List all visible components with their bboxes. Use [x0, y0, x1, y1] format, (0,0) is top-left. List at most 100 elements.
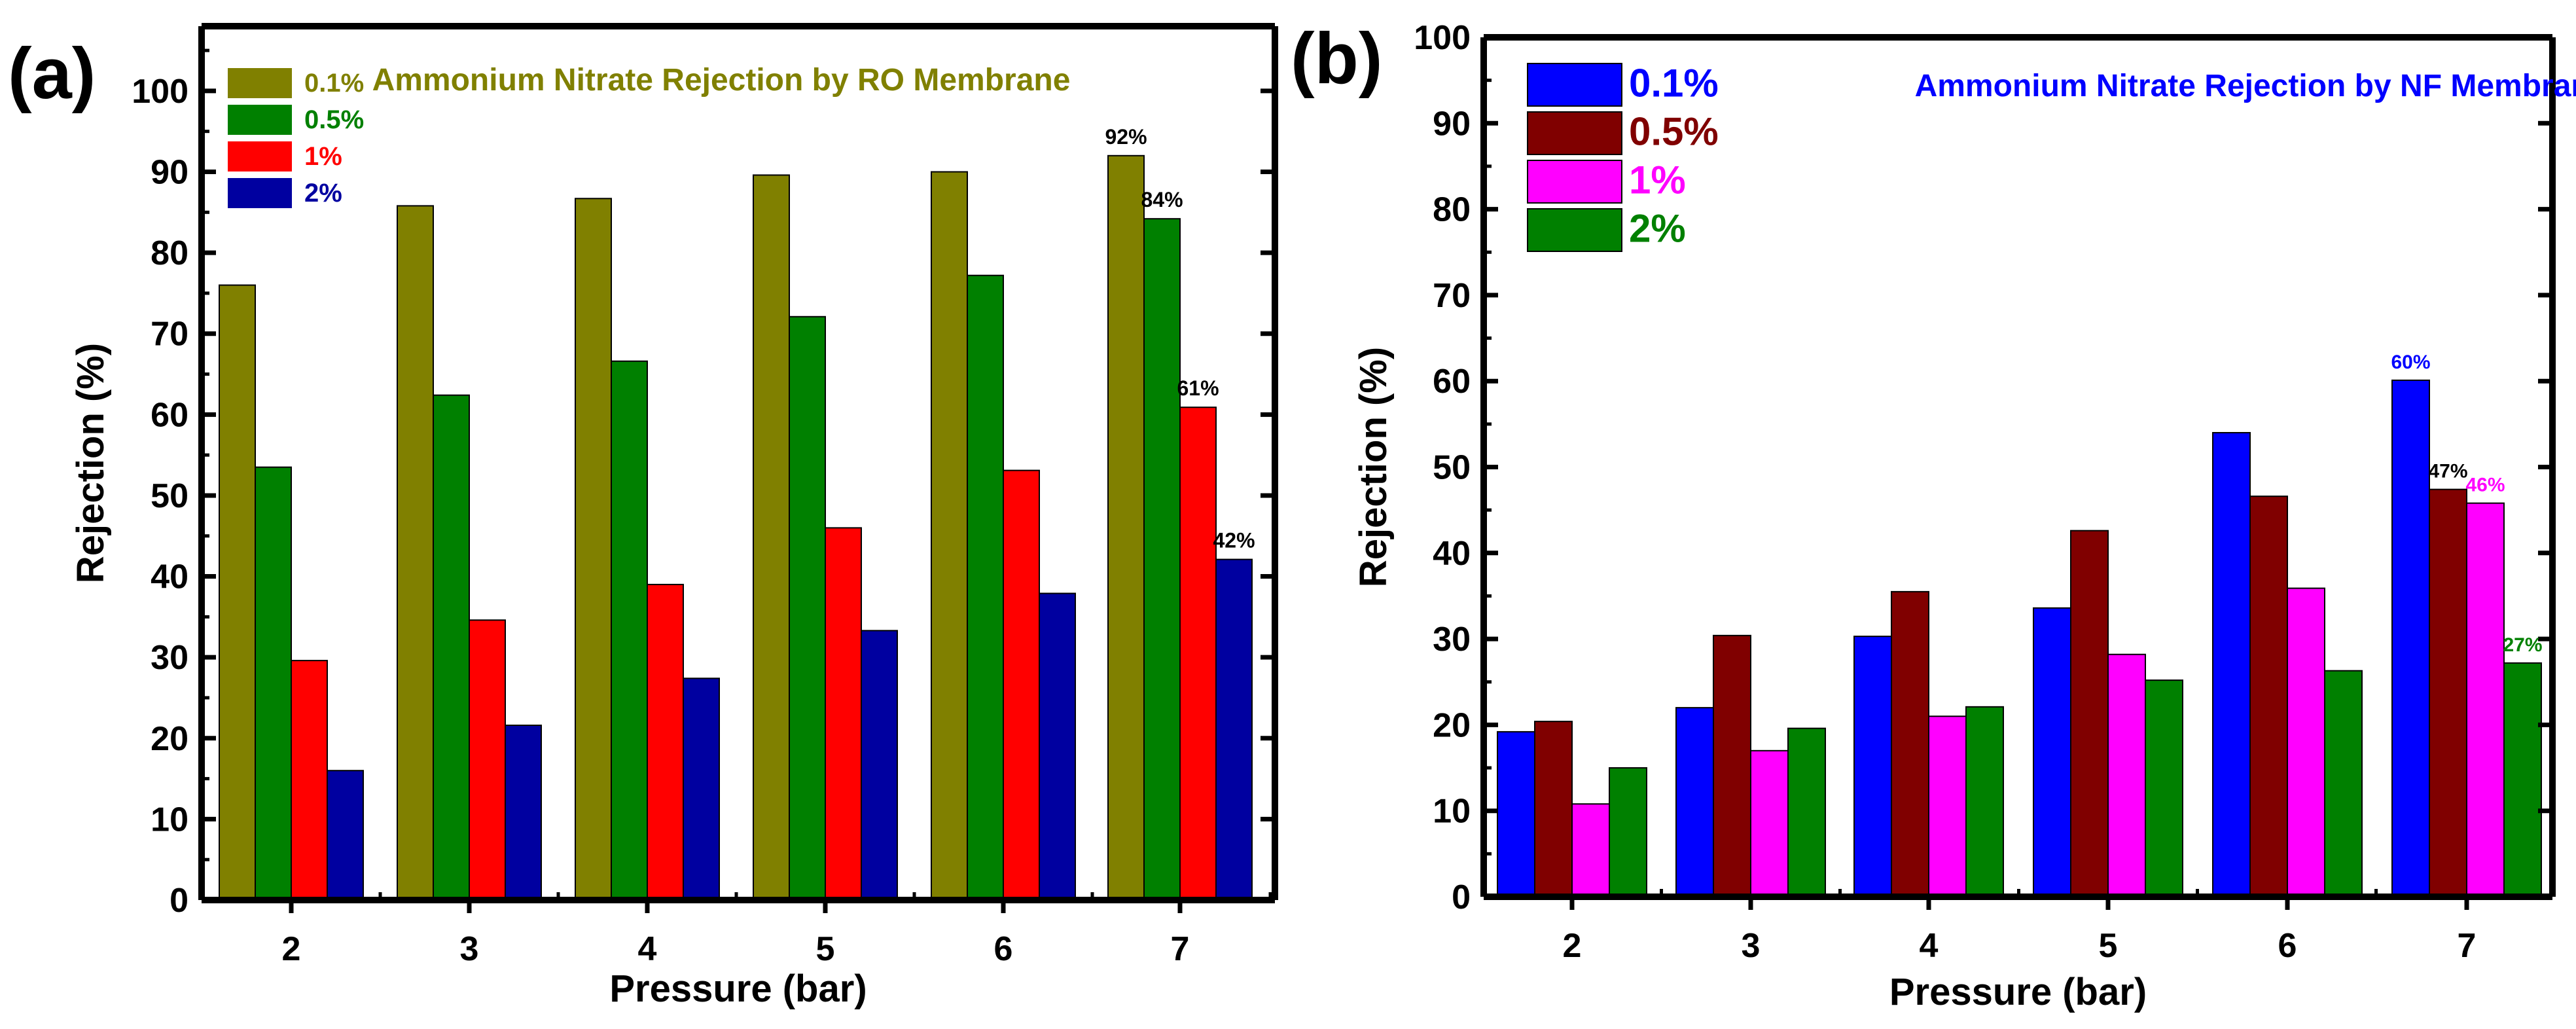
bar-0_1pct-p5: [753, 174, 790, 901]
y-tick-label: 100: [132, 73, 188, 111]
y-tick-label: 70: [151, 316, 188, 353]
bar-2pct-p4: [1965, 706, 2004, 898]
legend-label: 1%: [304, 142, 342, 171]
legend-swatch: [228, 141, 292, 172]
legend-swatch: [1527, 63, 1622, 107]
bar-2pct-p6: [2324, 670, 2363, 898]
bar-0_5pct-p6: [967, 274, 1004, 901]
bar-0_1pct-p6: [931, 171, 968, 901]
x-tick-label: 3: [1742, 927, 1761, 965]
bar-1pct-p2: [291, 660, 328, 901]
bar-2pct-p2: [1609, 767, 1647, 898]
data-label: 42%: [1213, 529, 1255, 552]
data-label: 46%: [2465, 475, 2505, 496]
y-tick-label: 0: [170, 882, 188, 920]
y-tick-label: 0: [1452, 878, 1471, 916]
y-tick-label: 80: [151, 234, 188, 272]
y-tick-label: 10: [1433, 793, 1471, 831]
bar-1pct-p4: [647, 583, 684, 901]
x-axis-title: Pressure (bar): [609, 967, 867, 1010]
bar-1pct-p5: [825, 527, 862, 901]
legend-swatch: [1527, 111, 1622, 155]
y-tick-label: 30: [151, 639, 188, 677]
bar-0_5pct-p4: [611, 360, 648, 901]
bar-0_5pct-p6: [2249, 496, 2288, 897]
legend-label: 0.1%: [1629, 62, 1719, 105]
bar-1pct-p5: [2107, 653, 2146, 897]
bar-0_5pct-p5: [2070, 530, 2109, 897]
bar-2pct-p5: [861, 630, 898, 901]
bar-0_1pct-p6: [2212, 431, 2251, 897]
legend-label: 2%: [1629, 207, 1686, 251]
data-label: 60%: [2391, 352, 2430, 373]
data-label: 92%: [1105, 125, 1147, 149]
bar-0_5pct-p4: [1891, 590, 1929, 897]
bar-0_1pct-p5: [2033, 607, 2071, 897]
y-tick-label: 70: [1433, 277, 1471, 315]
panel-label: (b): [1291, 18, 1382, 99]
legend-label: 0.5%: [1629, 110, 1719, 154]
x-tick-label: 4: [1920, 927, 1939, 965]
bar-2pct-p5: [2145, 679, 2183, 898]
panel-a-ro-chart: (a) 0 10 20 30 40 50 60 70 80 90 100 2 3 4 5 6 7 Pressure …: [8, 23, 1278, 1010]
x-tick-label: 5: [816, 930, 835, 968]
y-tick-label: 40: [1433, 535, 1471, 573]
legend-label: 2%: [304, 179, 342, 208]
y-tick-label: 80: [1433, 191, 1471, 229]
bar-1pct-p3: [1750, 749, 1789, 898]
y-tick-label: 20: [151, 720, 188, 758]
bar-1pct-p4: [1928, 715, 1967, 898]
x-tick-label: 6: [994, 930, 1013, 968]
bar-0_1pct-p7: [1107, 154, 1145, 901]
bar-1pct-p7: [1179, 406, 1217, 901]
chart-title: Ammonium Nitrate Rejection by NF Membran…: [1915, 69, 2576, 103]
y-axis-title: Rejection (%): [1352, 347, 1395, 587]
bar-1pct-p2: [1571, 803, 1610, 898]
bar-0_1pct-p2: [1497, 731, 1535, 898]
x-tick-label: 3: [460, 930, 479, 968]
x-tick-label: 7: [1171, 930, 1190, 968]
y-tick-label: 40: [151, 558, 188, 596]
y-tick-label: 60: [151, 396, 188, 434]
bar-2pct-p2: [327, 770, 364, 901]
legend-swatch: [228, 68, 292, 98]
bar-0_5pct-p5: [789, 316, 826, 901]
bar-1pct-p3: [469, 619, 506, 901]
x-tick-label: 5: [2099, 927, 2118, 965]
bar-1pct-p6: [2287, 587, 2325, 897]
y-tick-label: 10: [151, 801, 188, 839]
bar-2pct-p7: [2503, 662, 2542, 897]
data-label: 61%: [1177, 376, 1219, 400]
x-tick-label: 6: [2278, 927, 2297, 965]
legend-swatch: [228, 105, 292, 135]
data-label: 47%: [2428, 461, 2467, 482]
bar-0_5pct-p3: [433, 394, 470, 901]
legend-label: 1%: [1629, 158, 1686, 202]
legend-label: 0.1%: [304, 69, 364, 98]
x-axis-title: Pressure (bar): [1889, 971, 2147, 1013]
x-tick-label: 2: [1563, 927, 1582, 965]
y-tick-label: 100: [1414, 19, 1471, 57]
panel-b-nf-chart: (b) 0 10 20 30 40 50 60 70 80 90 100 2 3 4 5 6 7 Pressure …: [1291, 18, 2576, 1013]
x-tick-label: 7: [2458, 927, 2477, 965]
bar-2pct-p7: [1215, 558, 1253, 901]
y-tick-label: 20: [1433, 706, 1471, 744]
bar-0_5pct-p7: [2429, 488, 2467, 897]
y-tick-label: 60: [1433, 363, 1471, 401]
bar-1pct-p6: [1003, 469, 1040, 901]
bar-0_5pct-p2: [255, 466, 292, 901]
legend-swatch: [228, 178, 292, 208]
bar-2pct-p3: [505, 725, 542, 901]
bar-0_1pct-p4: [1853, 636, 1892, 897]
panel-label: (a): [8, 33, 96, 114]
bar-0_5pct-p2: [1534, 721, 1573, 897]
bar-2pct-p4: [683, 677, 720, 901]
bar-0_1pct-p3: [1675, 707, 1714, 897]
data-label: 27%: [2503, 634, 2542, 656]
legend-label: 0.5%: [304, 105, 364, 134]
bar-0_1pct-p3: [397, 205, 434, 901]
y-tick-label: 90: [1433, 105, 1471, 143]
y-tick-label: 30: [1433, 621, 1471, 659]
bar-2pct-p3: [1787, 727, 1826, 897]
